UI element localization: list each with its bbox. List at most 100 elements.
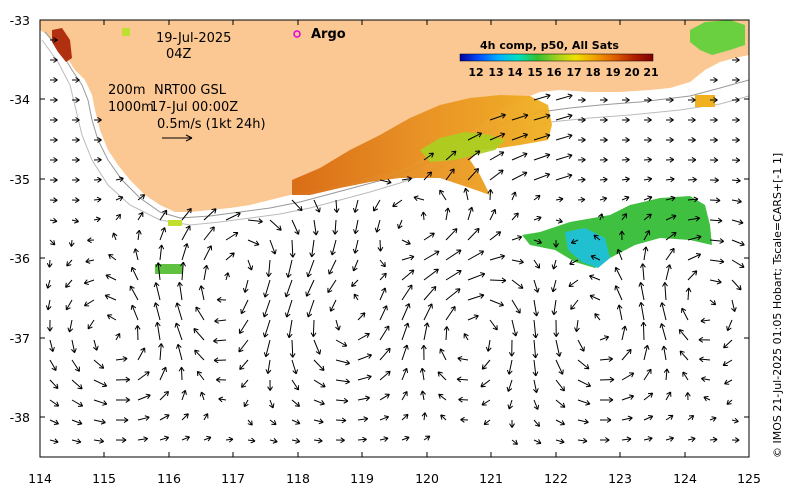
current-vector-arrow <box>511 279 524 289</box>
current-vector-arrow <box>555 196 564 203</box>
current-vector-arrow <box>291 379 300 391</box>
current-vector-arrow <box>419 367 426 381</box>
current-vector-arrow <box>269 438 278 444</box>
current-vector-arrow <box>306 299 315 318</box>
current-vector-arrow <box>511 299 521 314</box>
current-vector-arrow <box>241 379 249 388</box>
current-vector-arrow <box>423 250 440 261</box>
x-axis: 114 115 116 117 118 119 120 121 122 123 … <box>28 471 761 486</box>
current-vector-arrow <box>551 299 558 316</box>
current-vector-arrow <box>291 219 300 235</box>
current-vector-arrow <box>265 259 272 278</box>
current-vector-arrow <box>335 339 348 347</box>
current-vector-arrow <box>731 437 740 444</box>
current-vector-arrow <box>372 199 381 212</box>
current-vector-arrow <box>614 285 623 301</box>
legend-tick-label: 21 <box>643 66 658 79</box>
legend-tick-label: 19 <box>605 66 620 79</box>
current-vector-arrow <box>181 435 190 441</box>
current-vector-arrow <box>599 396 614 403</box>
current-vector-arrow <box>511 132 528 141</box>
x-tick-label: 125 <box>737 471 761 486</box>
current-vector-arrow <box>577 379 592 388</box>
current-vector-arrow <box>108 253 117 261</box>
current-vector-arrow <box>665 391 672 401</box>
current-vector-arrow <box>159 414 170 421</box>
current-vector-arrow <box>487 189 494 201</box>
current-vector-arrow <box>93 399 108 406</box>
current-vector-arrow <box>93 359 105 369</box>
y-tick-label: -37 <box>10 331 30 346</box>
current-vector-arrow <box>93 176 102 183</box>
current-vector-arrow <box>306 259 315 278</box>
current-vector-arrow <box>357 312 366 321</box>
current-vector-arrow <box>93 379 108 388</box>
current-vector-arrow <box>687 270 698 281</box>
legend-tick-label: 20 <box>624 66 640 79</box>
current-vector-arrow <box>247 259 254 271</box>
hour-label: 04Z <box>166 47 192 62</box>
current-vector-arrow <box>401 269 415 281</box>
current-vector-arrow <box>687 436 696 443</box>
legend-tick-label: 14 <box>507 66 523 79</box>
current-vector-arrow <box>687 117 696 123</box>
sst-patch-west <box>52 28 72 62</box>
current-vector-arrow <box>460 416 469 423</box>
x-tick-label: 122 <box>544 471 568 486</box>
current-vector-arrow <box>574 319 580 333</box>
current-vector-arrow <box>335 437 345 444</box>
current-vector-arrow <box>242 279 249 293</box>
current-vector-arrow <box>489 231 502 241</box>
current-vector-arrow <box>423 322 430 341</box>
current-vector-arrow <box>289 339 296 358</box>
current-vector-arrow <box>456 376 469 383</box>
current-vector-arrow <box>377 239 384 252</box>
current-vector-arrow <box>71 197 80 204</box>
current-vector-arrow <box>643 436 653 442</box>
current-vector-arrow <box>682 371 689 381</box>
current-vector-arrow <box>643 414 654 421</box>
current-vector-arrow <box>93 418 106 425</box>
x-tick-label: 117 <box>221 471 245 486</box>
current-vector-arrow <box>71 177 80 183</box>
current-vector-arrow <box>621 348 632 361</box>
current-vector-arrow <box>291 399 301 407</box>
current-vector-arrow <box>423 303 433 321</box>
current-vector-arrow <box>577 339 585 352</box>
current-vector-arrow <box>291 419 301 425</box>
current-vector-arrow <box>313 199 321 213</box>
current-vector-arrow <box>445 228 458 241</box>
current-vector-arrow <box>550 279 557 293</box>
current-vector-arrow <box>195 306 205 321</box>
current-vector-arrow <box>130 266 139 281</box>
y-axis: -33 -34 -35 -36 -37 -38 <box>10 13 30 425</box>
current-vector-arrow <box>599 117 608 123</box>
current-vector-arrow <box>379 393 390 401</box>
depth2-label: 1000m <box>108 100 154 115</box>
current-vector-arrow <box>662 282 668 301</box>
current-vector-arrow <box>680 307 689 321</box>
current-vector-arrow <box>263 279 271 298</box>
legend-tick-label: 16 <box>546 66 562 79</box>
current-vector-arrow <box>709 299 717 306</box>
current-vector-arrow <box>203 208 217 221</box>
current-vector-arrow <box>709 436 718 443</box>
current-vector-arrow <box>665 436 675 442</box>
current-vector-arrow <box>467 293 485 301</box>
current-vector-arrow <box>533 215 542 222</box>
x-tick-label: 119 <box>350 471 374 486</box>
current-vector-arrow <box>137 347 146 361</box>
current-vector-arrow <box>420 390 426 401</box>
current-vector-arrow <box>313 437 323 444</box>
current-vector-arrow <box>555 133 573 141</box>
current-vector-arrow <box>621 372 635 381</box>
current-vector-arrow <box>687 415 695 421</box>
legend-tick-label: 15 <box>527 66 542 79</box>
current-vector-arrow <box>93 156 102 163</box>
current-vector-arrow <box>621 415 633 422</box>
current-vector-arrow <box>599 97 608 103</box>
current-vector-arrow <box>640 321 647 341</box>
current-vector-arrow <box>638 301 645 321</box>
sst-patch-small-west <box>155 264 183 274</box>
current-vector-arrow <box>483 419 491 426</box>
